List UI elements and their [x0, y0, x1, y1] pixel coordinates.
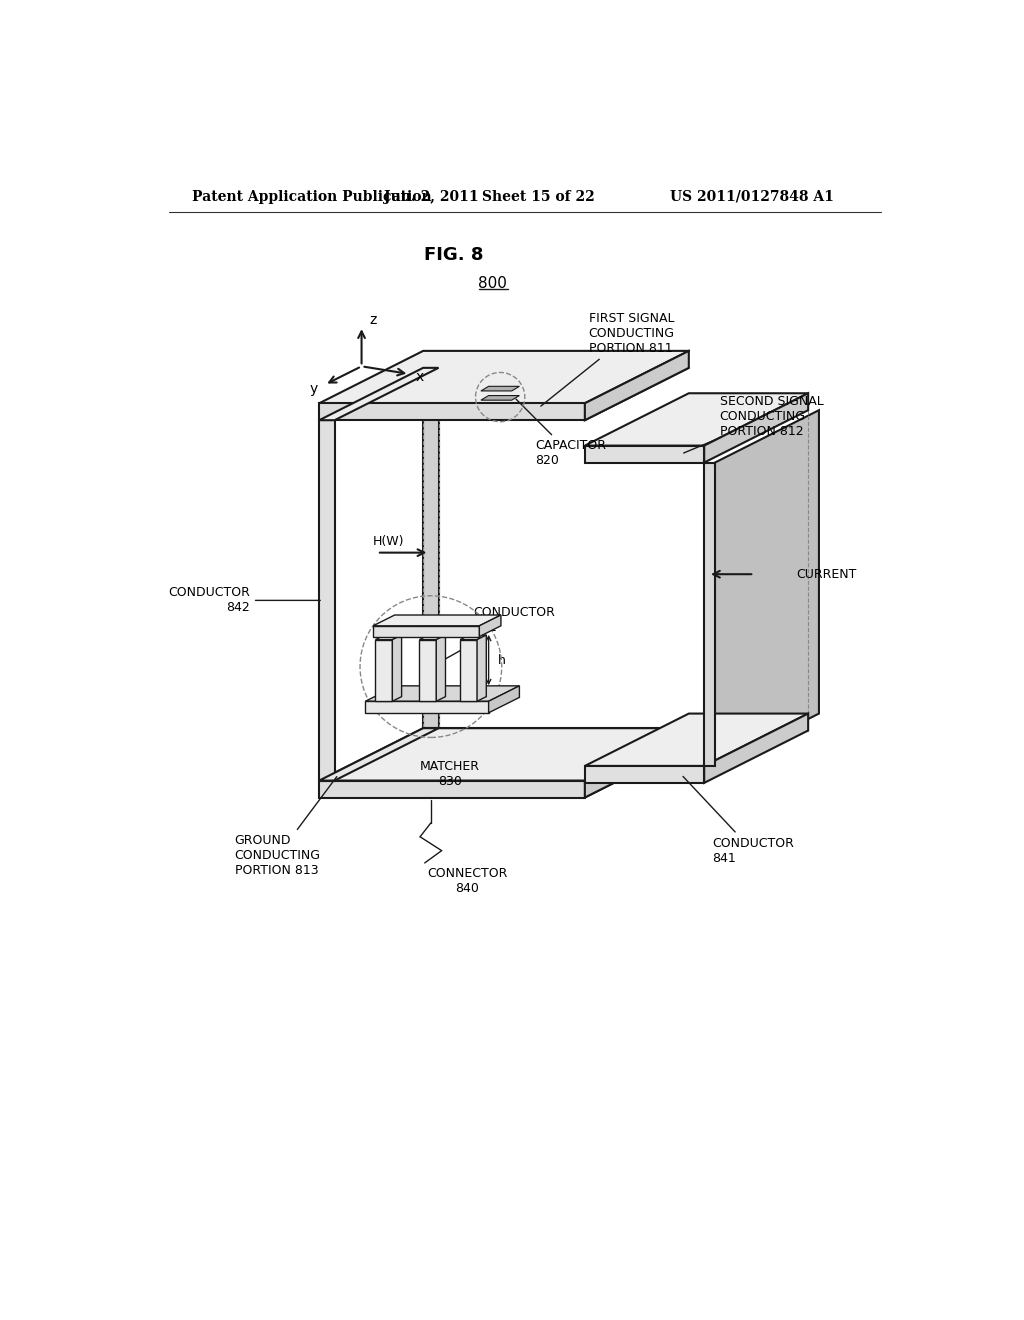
- Text: Patent Application Publication: Patent Application Publication: [193, 190, 432, 203]
- Polygon shape: [392, 635, 401, 701]
- Text: CONNECTOR
840: CONNECTOR 840: [427, 867, 507, 895]
- Polygon shape: [585, 766, 705, 783]
- Text: y: y: [309, 383, 317, 396]
- Polygon shape: [705, 393, 808, 462]
- Text: MATCHER
830: MATCHER 830: [420, 760, 480, 788]
- Polygon shape: [319, 420, 335, 780]
- Polygon shape: [419, 640, 436, 701]
- Polygon shape: [585, 393, 808, 446]
- Polygon shape: [376, 635, 401, 640]
- Text: 800: 800: [478, 276, 507, 290]
- Text: z: z: [370, 313, 377, 327]
- Polygon shape: [715, 411, 819, 766]
- Text: US 2011/0127848 A1: US 2011/0127848 A1: [670, 190, 834, 203]
- Polygon shape: [460, 640, 477, 701]
- Polygon shape: [373, 615, 501, 626]
- Polygon shape: [436, 635, 445, 701]
- Polygon shape: [481, 396, 519, 400]
- Text: FIRST SIGNAL
CONDUCTING
PORTION 811: FIRST SIGNAL CONDUCTING PORTION 811: [541, 312, 675, 407]
- Text: Jun. 2, 2011: Jun. 2, 2011: [384, 190, 478, 203]
- Polygon shape: [319, 368, 438, 420]
- Polygon shape: [585, 729, 689, 797]
- Polygon shape: [585, 351, 689, 420]
- Polygon shape: [585, 714, 808, 766]
- Polygon shape: [705, 462, 715, 766]
- Polygon shape: [488, 686, 519, 713]
- Text: CURRENT: CURRENT: [797, 568, 857, 581]
- Polygon shape: [319, 729, 438, 780]
- Polygon shape: [366, 701, 488, 713]
- Polygon shape: [373, 626, 479, 636]
- Text: x: x: [416, 370, 424, 384]
- Polygon shape: [423, 368, 438, 729]
- Text: CONDUCTOR
842: CONDUCTOR 842: [168, 586, 321, 614]
- Polygon shape: [481, 387, 519, 391]
- Text: H(W): H(W): [373, 536, 404, 548]
- Polygon shape: [477, 635, 486, 701]
- Text: GROUND
CONDUCTING
PORTION 813: GROUND CONDUCTING PORTION 813: [234, 776, 337, 878]
- Polygon shape: [319, 729, 689, 780]
- Text: CONDUCTOR
831: CONDUCTOR 831: [441, 606, 555, 661]
- Text: CAPACITOR
820: CAPACITOR 820: [516, 399, 606, 467]
- Text: SECOND SIGNAL
CONDUCTING
PORTION 812: SECOND SIGNAL CONDUCTING PORTION 812: [684, 395, 823, 453]
- Polygon shape: [319, 780, 585, 797]
- Polygon shape: [319, 351, 689, 404]
- Polygon shape: [419, 635, 445, 640]
- Polygon shape: [585, 446, 705, 462]
- Polygon shape: [479, 615, 501, 636]
- Text: FIG. 8: FIG. 8: [424, 246, 483, 264]
- Text: CONDUCTOR
841: CONDUCTOR 841: [683, 776, 794, 865]
- Polygon shape: [319, 404, 585, 420]
- Polygon shape: [376, 640, 392, 701]
- Text: h: h: [498, 653, 506, 667]
- Polygon shape: [705, 714, 808, 783]
- Polygon shape: [366, 686, 519, 701]
- Polygon shape: [460, 635, 486, 640]
- Text: Sheet 15 of 22: Sheet 15 of 22: [482, 190, 595, 203]
